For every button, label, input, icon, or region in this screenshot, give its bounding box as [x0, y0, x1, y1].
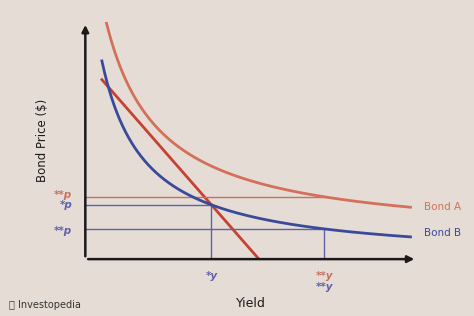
Text: **y: **y: [316, 282, 333, 292]
Text: Bond A: Bond A: [424, 202, 461, 212]
Text: Ⓜ Investopedia: Ⓜ Investopedia: [9, 300, 82, 310]
Text: **p: **p: [54, 190, 72, 200]
Text: Yield: Yield: [236, 297, 266, 310]
Text: **y: **y: [316, 271, 333, 281]
Text: **p: **p: [54, 226, 72, 236]
Text: *p: *p: [59, 200, 72, 210]
Text: Bond Price ($): Bond Price ($): [36, 99, 49, 182]
Text: *y: *y: [205, 271, 218, 281]
Text: Bond B: Bond B: [424, 228, 461, 238]
